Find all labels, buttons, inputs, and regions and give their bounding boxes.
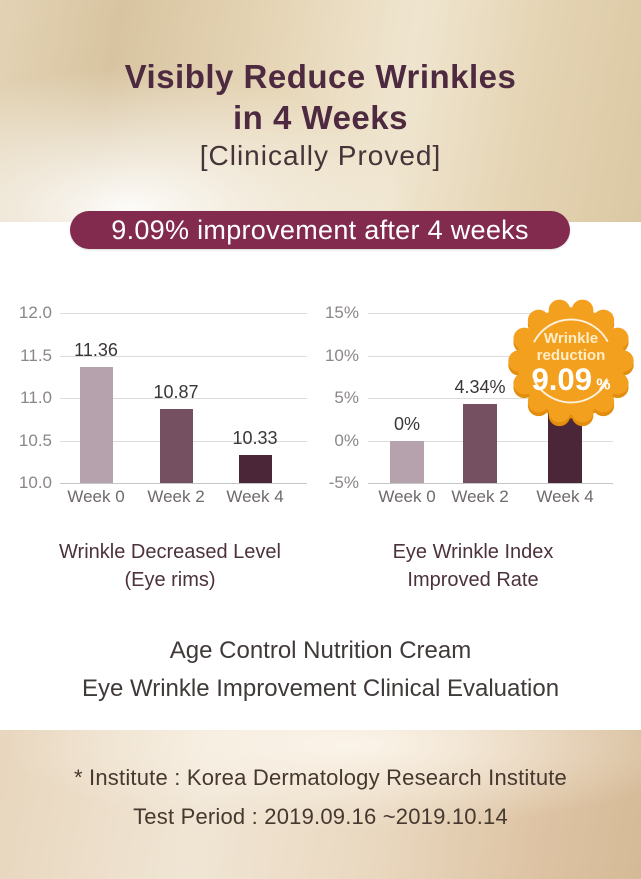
badge-text-line1: Wrinkle (544, 330, 598, 347)
badge-text-line2: reduction (537, 347, 606, 364)
evaluation-name: Eye Wrinkle Improvement Clinical Evaluat… (81, 675, 560, 702)
gridline (368, 483, 613, 484)
badge-value: 9.09 % (531, 362, 610, 397)
right-chart-caption-line1: Eye Wrinkle Index (392, 541, 554, 563)
y-axis-tick-label: 5% (334, 388, 359, 407)
footer-test-period: Test Period : 2019.09.16 ~2019.10.14 (133, 804, 508, 829)
chart-wrinkle-decreased-level: 10.0 10.5 11.0 11.5 12.0 11.36 Week 0 10.87 Week… (0, 295, 320, 510)
left-chart-caption-line1: Wrinkle Decreased Level (59, 541, 281, 563)
y-axis-tick-label: 10.5 (18, 431, 52, 450)
y-axis-tick-label: 11.5 (20, 346, 52, 365)
page-title-line1: Visibly Reduce Wrinkles (124, 58, 517, 95)
footer-section (0, 730, 641, 879)
y-axis-tick-label: -5% (328, 473, 359, 492)
bar-week4 (238, 455, 272, 483)
left-chart-caption: Wrinkle Decreased Level (Eye rims) (20, 538, 320, 594)
footer-institute: * Institute : Korea Dermatology Research… (73, 765, 567, 790)
gridline (60, 356, 307, 357)
bar-value-label: 10.87 (153, 382, 199, 402)
x-axis-category-label: Week 0 (378, 487, 436, 506)
product-name: Age Control Nutrition Cream (169, 637, 472, 664)
page-title-line2: in 4 Weeks (233, 99, 408, 136)
gridline (368, 313, 613, 314)
left-chart-caption-line2: (Eye rims) (124, 569, 216, 591)
bar-value-label: 4.34% (454, 377, 506, 397)
badge-seal (508, 299, 634, 423)
improvement-banner: 9.09% improvement after 4 weeks (70, 211, 570, 249)
bar-value-label: 10.33 (232, 428, 278, 448)
gridline (368, 356, 613, 357)
wrinkle-reduction-badge: Wrinkle reduction 9.09 % (508, 299, 634, 427)
y-axis-tick-label: 12.0 (18, 303, 52, 322)
x-axis-category-label: Week 2 (451, 487, 509, 506)
y-axis-tick-label: 11.0 (20, 388, 52, 407)
page-subtitle: [Clinically Proved] (199, 140, 442, 171)
hero-section (0, 0, 641, 222)
x-axis-category-label: Week 0 (67, 487, 125, 506)
right-chart-caption: Eye Wrinkle Index Improved Rate (323, 538, 623, 594)
x-axis-category-label: Week 4 (536, 487, 594, 506)
x-axis-category-label: Week 2 (147, 487, 205, 506)
bar-week0 (390, 441, 424, 483)
y-axis-tick-label: 0% (334, 431, 359, 450)
x-axis-category-label: Week 4 (226, 487, 284, 506)
y-axis-tick-label: 10% (324, 346, 359, 365)
bar-value-label: 0% (393, 414, 420, 434)
gridline (60, 313, 307, 314)
bar-value-label: 11.36 (74, 340, 118, 360)
gridline (60, 398, 307, 399)
bar-week0 (79, 367, 113, 483)
right-chart-caption-line2: Improved Rate (407, 569, 539, 591)
gridline (368, 398, 613, 399)
gridline (60, 483, 307, 484)
y-axis-tick-label: 10.0 (18, 473, 52, 492)
bar-week2 (159, 409, 193, 483)
y-axis-tick-label: 15% (324, 303, 359, 322)
bar-week2 (463, 404, 497, 483)
